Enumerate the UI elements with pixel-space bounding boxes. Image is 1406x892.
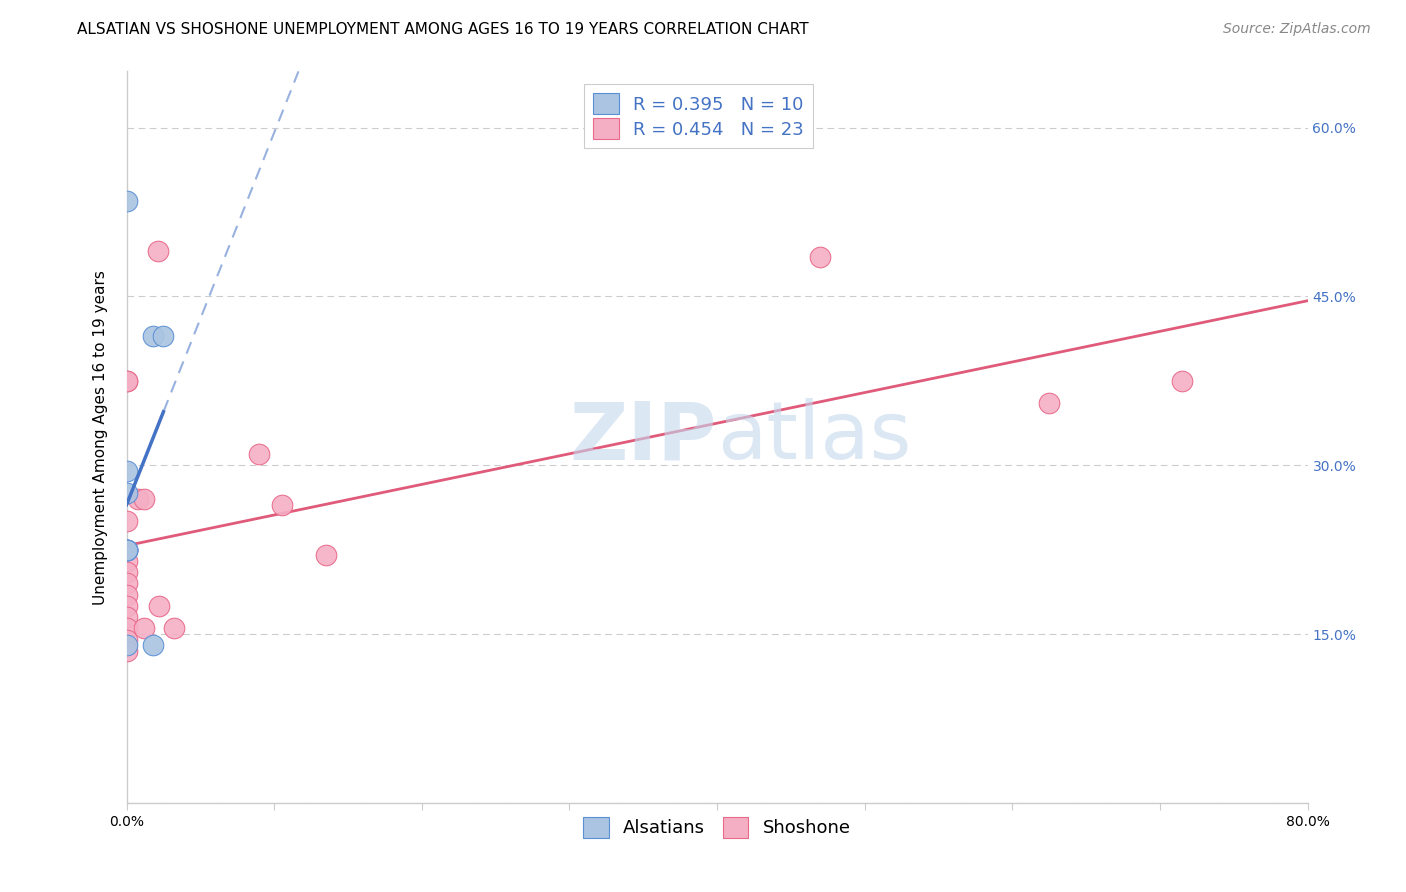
Point	[115, 542, 138, 557]
Text: atlas: atlas	[717, 398, 911, 476]
Point	[115, 610, 138, 624]
Point	[146, 244, 169, 259]
Point	[115, 588, 138, 602]
Point	[115, 638, 138, 652]
Point	[115, 542, 138, 557]
Point	[134, 621, 156, 635]
Point	[115, 542, 138, 557]
Point	[115, 542, 138, 557]
Point	[315, 548, 337, 562]
Point	[115, 554, 138, 568]
Point	[115, 565, 138, 579]
Point	[115, 515, 138, 529]
Point	[115, 542, 138, 557]
Point	[127, 491, 149, 506]
Point	[115, 576, 138, 591]
Point	[249, 447, 271, 461]
Point	[163, 621, 186, 635]
Point	[134, 491, 156, 506]
Point	[115, 632, 138, 647]
Point	[142, 638, 165, 652]
Point	[1038, 396, 1060, 410]
Legend: Alsatians, Shoshone: Alsatians, Shoshone	[576, 810, 858, 845]
Point	[270, 498, 292, 512]
Point	[115, 464, 138, 478]
Point	[115, 599, 138, 613]
Text: ZIP: ZIP	[569, 398, 717, 476]
Point	[142, 328, 165, 343]
Point	[115, 486, 138, 500]
Point	[1171, 374, 1194, 388]
Point	[148, 599, 170, 613]
Text: ALSATIAN VS SHOSHONE UNEMPLOYMENT AMONG AGES 16 TO 19 YEARS CORRELATION CHART: ALSATIAN VS SHOSHONE UNEMPLOYMENT AMONG …	[77, 22, 808, 37]
Point	[810, 250, 832, 264]
Point	[115, 644, 138, 658]
Point	[115, 194, 138, 208]
Text: Source: ZipAtlas.com: Source: ZipAtlas.com	[1223, 22, 1371, 37]
Point	[115, 374, 138, 388]
Point	[115, 621, 138, 635]
Point	[115, 374, 138, 388]
Y-axis label: Unemployment Among Ages 16 to 19 years: Unemployment Among Ages 16 to 19 years	[93, 269, 108, 605]
Point	[152, 328, 174, 343]
